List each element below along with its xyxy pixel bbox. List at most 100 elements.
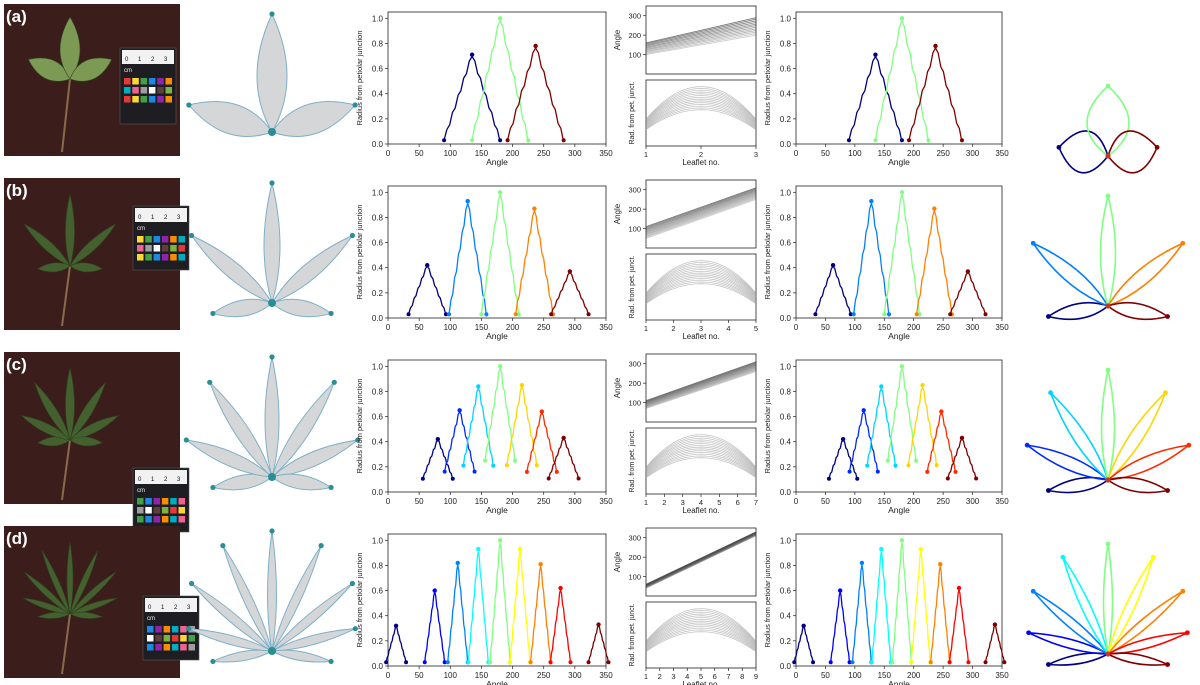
leaflet-base-point — [548, 660, 553, 665]
leaflet-profile-line — [489, 542, 511, 665]
x-tick-label: 350 — [995, 323, 1009, 332]
colored-tip-point — [1105, 83, 1111, 89]
landmark-tip — [210, 658, 216, 665]
landmark-tip — [188, 580, 195, 587]
y-tick-label: 0.0 — [780, 140, 792, 149]
angle-series-line — [645, 191, 757, 232]
colored-tip-point — [1154, 144, 1160, 150]
leaflet-tip-point — [497, 190, 503, 195]
ruler-unit: cm — [124, 68, 132, 74]
radius-series-line — [645, 263, 757, 296]
y-axis-label: Rad. from pet. junct. — [629, 603, 636, 666]
color-swatch — [137, 498, 144, 505]
x-tick-label: 350 — [995, 149, 1009, 158]
landmark-junction — [268, 299, 276, 307]
radius-series-line — [645, 91, 757, 122]
radius-series-line — [645, 453, 757, 477]
leaflet-base-point — [483, 458, 488, 463]
leaflet-base-point — [554, 469, 559, 474]
outline-leaflet — [187, 101, 273, 137]
angle-series-line — [645, 17, 757, 44]
radius-series-line — [645, 98, 757, 126]
x-tick-label: 100 — [444, 323, 458, 332]
leaflet-base-point — [865, 463, 870, 468]
leaflet-profile-line — [853, 201, 890, 317]
x-tick-label: 300 — [568, 149, 582, 158]
color-swatch — [147, 644, 154, 651]
angle-series-line — [645, 195, 757, 236]
y-tick-label: 0.4 — [780, 90, 792, 99]
y-axis-label: Radius from petiolar junction — [763, 378, 772, 473]
color-swatch — [165, 78, 172, 85]
y-tick-label: 100 — [628, 51, 641, 60]
color-swatch — [124, 87, 131, 94]
y-tick-label: 200 — [628, 379, 641, 388]
leaflet-base-point — [983, 312, 988, 317]
leaflet-tip-point — [879, 546, 884, 552]
leaflet-profile-line — [484, 367, 516, 464]
leaflet-base-point — [851, 312, 856, 317]
landmark-junction — [268, 473, 276, 481]
y-tick-label: 0.8 — [780, 213, 792, 222]
colored-tip-point — [1105, 367, 1111, 373]
ruler-tick-label: 1 — [138, 57, 142, 63]
panel-label: (d) — [6, 529, 28, 548]
ruler-tick-label: 0 — [138, 477, 142, 483]
colored-leaflet-outline — [1107, 130, 1159, 174]
plot-frame — [795, 11, 1003, 145]
x-tick-label: 350 — [995, 671, 1009, 680]
x-tick-label: 8 — [740, 672, 744, 681]
x-tick-label: 50 — [415, 149, 424, 158]
x-tick-label: 200 — [506, 497, 520, 506]
color-swatch — [163, 626, 171, 633]
leaf-photo: 0 1 2 3 cm — [4, 526, 200, 678]
leaflet-7 — [69, 436, 103, 447]
colored-tip-point — [1163, 390, 1168, 396]
color-swatch — [157, 78, 164, 85]
leaflet-tip-point — [519, 382, 525, 388]
colored-tip-point — [1165, 488, 1170, 493]
radius-series-line — [645, 611, 757, 644]
x-tick-label: 250 — [537, 149, 551, 158]
leaflet-base-point — [875, 469, 880, 474]
landmark-tip — [188, 232, 195, 239]
color-swatch — [147, 635, 154, 642]
leaflet-base-point — [855, 476, 860, 481]
leaflet-tip-point — [457, 408, 462, 413]
radius-series-line — [645, 261, 757, 295]
leaflet-3 — [23, 571, 71, 615]
radius-series-line — [645, 279, 757, 303]
plot-frame — [387, 359, 607, 493]
x-axis-label: Leaflet no. — [682, 680, 719, 685]
color-swatch — [153, 516, 161, 523]
colored-leaflet-outline — [1100, 369, 1116, 484]
outline-leaflet — [270, 473, 333, 491]
colored-tip-point — [1184, 630, 1190, 636]
color-swatch — [170, 507, 177, 514]
angle-series-line — [645, 365, 757, 405]
color-swatch — [145, 498, 152, 505]
leaflet-base-point — [926, 138, 931, 143]
colored-leaflet-outline — [1030, 241, 1110, 308]
outline-leaflet — [256, 12, 288, 134]
x-tick-label: 100 — [848, 149, 862, 158]
color-swatch — [147, 626, 154, 633]
x-tick-label: 350 — [599, 497, 613, 506]
leaflet-base-point — [890, 660, 895, 665]
x-tick-label: 3 — [681, 498, 685, 507]
y-tick-label: 0.2 — [372, 463, 384, 472]
y-tick-label: 0.6 — [780, 239, 792, 248]
radius-series-line — [645, 617, 757, 646]
landmark-tip — [349, 232, 356, 239]
leaflet-base-point — [484, 312, 489, 317]
leaflet-base-point — [847, 469, 852, 474]
color-swatch — [178, 236, 185, 243]
color-swatch — [163, 635, 171, 642]
leaflet-tip-point — [476, 384, 481, 389]
colored-leaflet-outline — [1106, 241, 1186, 308]
leaflet-base-point — [850, 660, 855, 665]
radius-series-line — [645, 437, 757, 470]
y-tick-label: 1.0 — [780, 14, 792, 23]
plot-frame — [645, 179, 757, 249]
y-tick-label: 1.0 — [372, 188, 384, 197]
